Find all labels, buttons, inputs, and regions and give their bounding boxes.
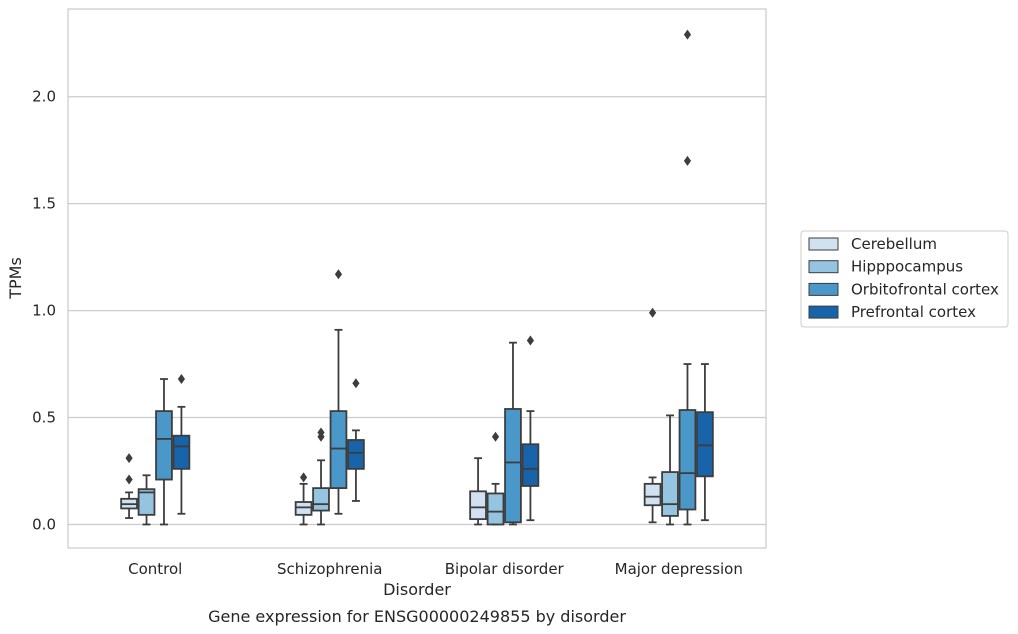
outlier-point: [334, 269, 343, 280]
outlier-point: [352, 378, 360, 389]
legend: Cerebellum Hipppocampus Orbitofrontal cort…: [800, 230, 1009, 328]
box: [504, 408, 522, 524]
box-group: [661, 414, 679, 526]
outlier-point: [648, 307, 657, 318]
legend-label: Orbitofrontal cortex: [851, 280, 999, 298]
y-tick-label: 1.5: [32, 195, 56, 213]
legend-label: Cerebellum: [851, 235, 937, 253]
x-tick-label: Major depression: [615, 560, 743, 578]
box-group: [347, 378, 365, 502]
legend-items: Cerebellum Hipppocampus Orbitofrontal cort…: [808, 235, 999, 321]
box-group: [521, 335, 540, 522]
outlier-point: [125, 474, 133, 485]
outlier-point: [683, 155, 692, 166]
y-tick-label: 0.5: [32, 409, 56, 427]
y-tick-label: 1.0: [32, 302, 56, 320]
y-tick-labels: 0.0 0.5 1.0 1.5 2.0: [32, 88, 56, 534]
outlier-point: [299, 472, 308, 483]
legend-swatch: [808, 282, 839, 296]
figure-caption: Gene expression for ENSG00000249855 by d…: [208, 607, 626, 626]
x-tick-label: Bipolar disorder: [445, 560, 565, 578]
box: [486, 492, 505, 526]
grid-lines: [68, 96, 766, 526]
outlier-point: [491, 431, 500, 442]
legend-swatch: [808, 305, 839, 319]
box: [294, 501, 313, 516]
x-tick-label: Control: [128, 560, 182, 578]
legend-item: Prefrontal cortex: [808, 303, 976, 321]
legend-swatch: [808, 260, 839, 274]
box: [172, 434, 191, 470]
box: [661, 471, 679, 517]
box-group: [678, 29, 697, 526]
outlier-point: [683, 29, 692, 40]
box-group: [486, 431, 505, 526]
box: [521, 443, 540, 487]
box-plot-series: [120, 29, 714, 526]
box: [329, 410, 348, 490]
series-prefrontal-cortex: [172, 335, 714, 522]
box-group: [155, 378, 173, 526]
series-hipppocampus: [137, 414, 679, 526]
box-group: [329, 269, 348, 515]
legend-frame: [800, 230, 1009, 328]
legend-swatch: [808, 237, 839, 251]
legend-item: Orbitofrontal cortex: [808, 280, 999, 298]
box-group: [294, 472, 313, 526]
box: [643, 482, 662, 507]
box: [155, 410, 173, 481]
box: [678, 409, 697, 511]
legend-item: Cerebellum: [808, 235, 937, 253]
box: [469, 490, 487, 521]
outlier-point: [317, 427, 325, 438]
box-group: [120, 453, 138, 519]
box: [312, 487, 330, 512]
legend-label: Hipppocampus: [851, 258, 963, 276]
x-axis-label: Disorder: [383, 580, 451, 599]
box-group: [469, 457, 487, 526]
y-axis-label: TPMs: [6, 257, 25, 300]
x-tick-labels: Control Schizophrenia Bipolar disorder Majo…: [128, 560, 743, 578]
box-group: [172, 374, 191, 515]
box-group: [696, 363, 714, 522]
outlier-point: [526, 335, 535, 346]
legend-item: Hipppocampus: [808, 258, 963, 276]
outlier-point: [125, 453, 133, 464]
box-group: [643, 307, 662, 524]
plot-frame: [67, 8, 767, 549]
y-tick-label: 2.0: [32, 88, 56, 106]
outlier-point: [177, 374, 186, 385]
box-group: [137, 474, 156, 526]
box: [137, 488, 156, 516]
series-orbitofrontal-cortex: [155, 29, 697, 526]
y-tick-label: 0.0: [32, 515, 56, 533]
series-cerebellum: [120, 307, 662, 526]
x-tick-label: Schizophrenia: [277, 560, 382, 578]
legend-label: Prefrontal cortex: [851, 303, 976, 321]
box-group: [312, 427, 330, 526]
box: [347, 439, 365, 470]
box: [696, 411, 714, 478]
box-group: [504, 341, 522, 526]
